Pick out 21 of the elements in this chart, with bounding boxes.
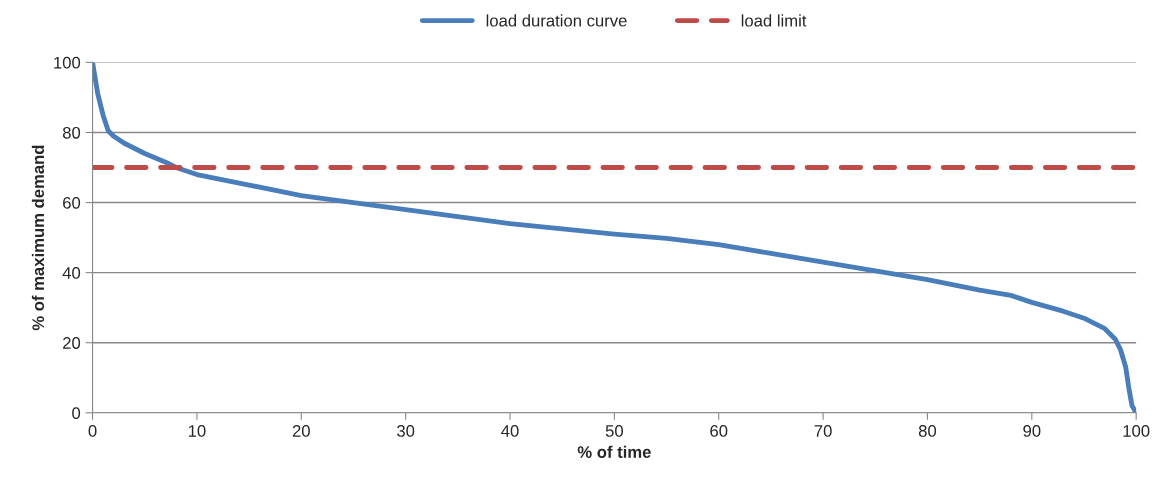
y-tick-label: 100 (54, 56, 81, 69)
x-axis-title: % of time (577, 445, 651, 458)
y-tick-label: 60 (63, 196, 81, 209)
y-tick-label: 0 (72, 407, 81, 419)
x-tick-label: 40 (501, 425, 519, 437)
x-tick-label: 10 (188, 425, 206, 437)
y-tick-label: 40 (62, 267, 81, 279)
x-tick-label: 100 (1123, 425, 1150, 437)
y-axis-title: % of maximum demand (31, 145, 45, 331)
x-tick-label: 60 (710, 425, 728, 437)
x-tick-label: 0 (88, 425, 97, 437)
x-tick-label: 30 (397, 425, 415, 437)
x-tick-label: 80 (918, 425, 937, 437)
x-tick-label: 50 (605, 425, 623, 437)
x-tick-label: 70 (814, 425, 832, 437)
y-tick-label: 20 (63, 337, 81, 349)
y-tick-label: 80 (62, 126, 81, 139)
legend-label: load duration curve (486, 14, 627, 27)
legend-label: load limit (741, 14, 807, 27)
x-tick-label: 20 (292, 425, 310, 437)
x-tick-label: 90 (1023, 425, 1041, 437)
